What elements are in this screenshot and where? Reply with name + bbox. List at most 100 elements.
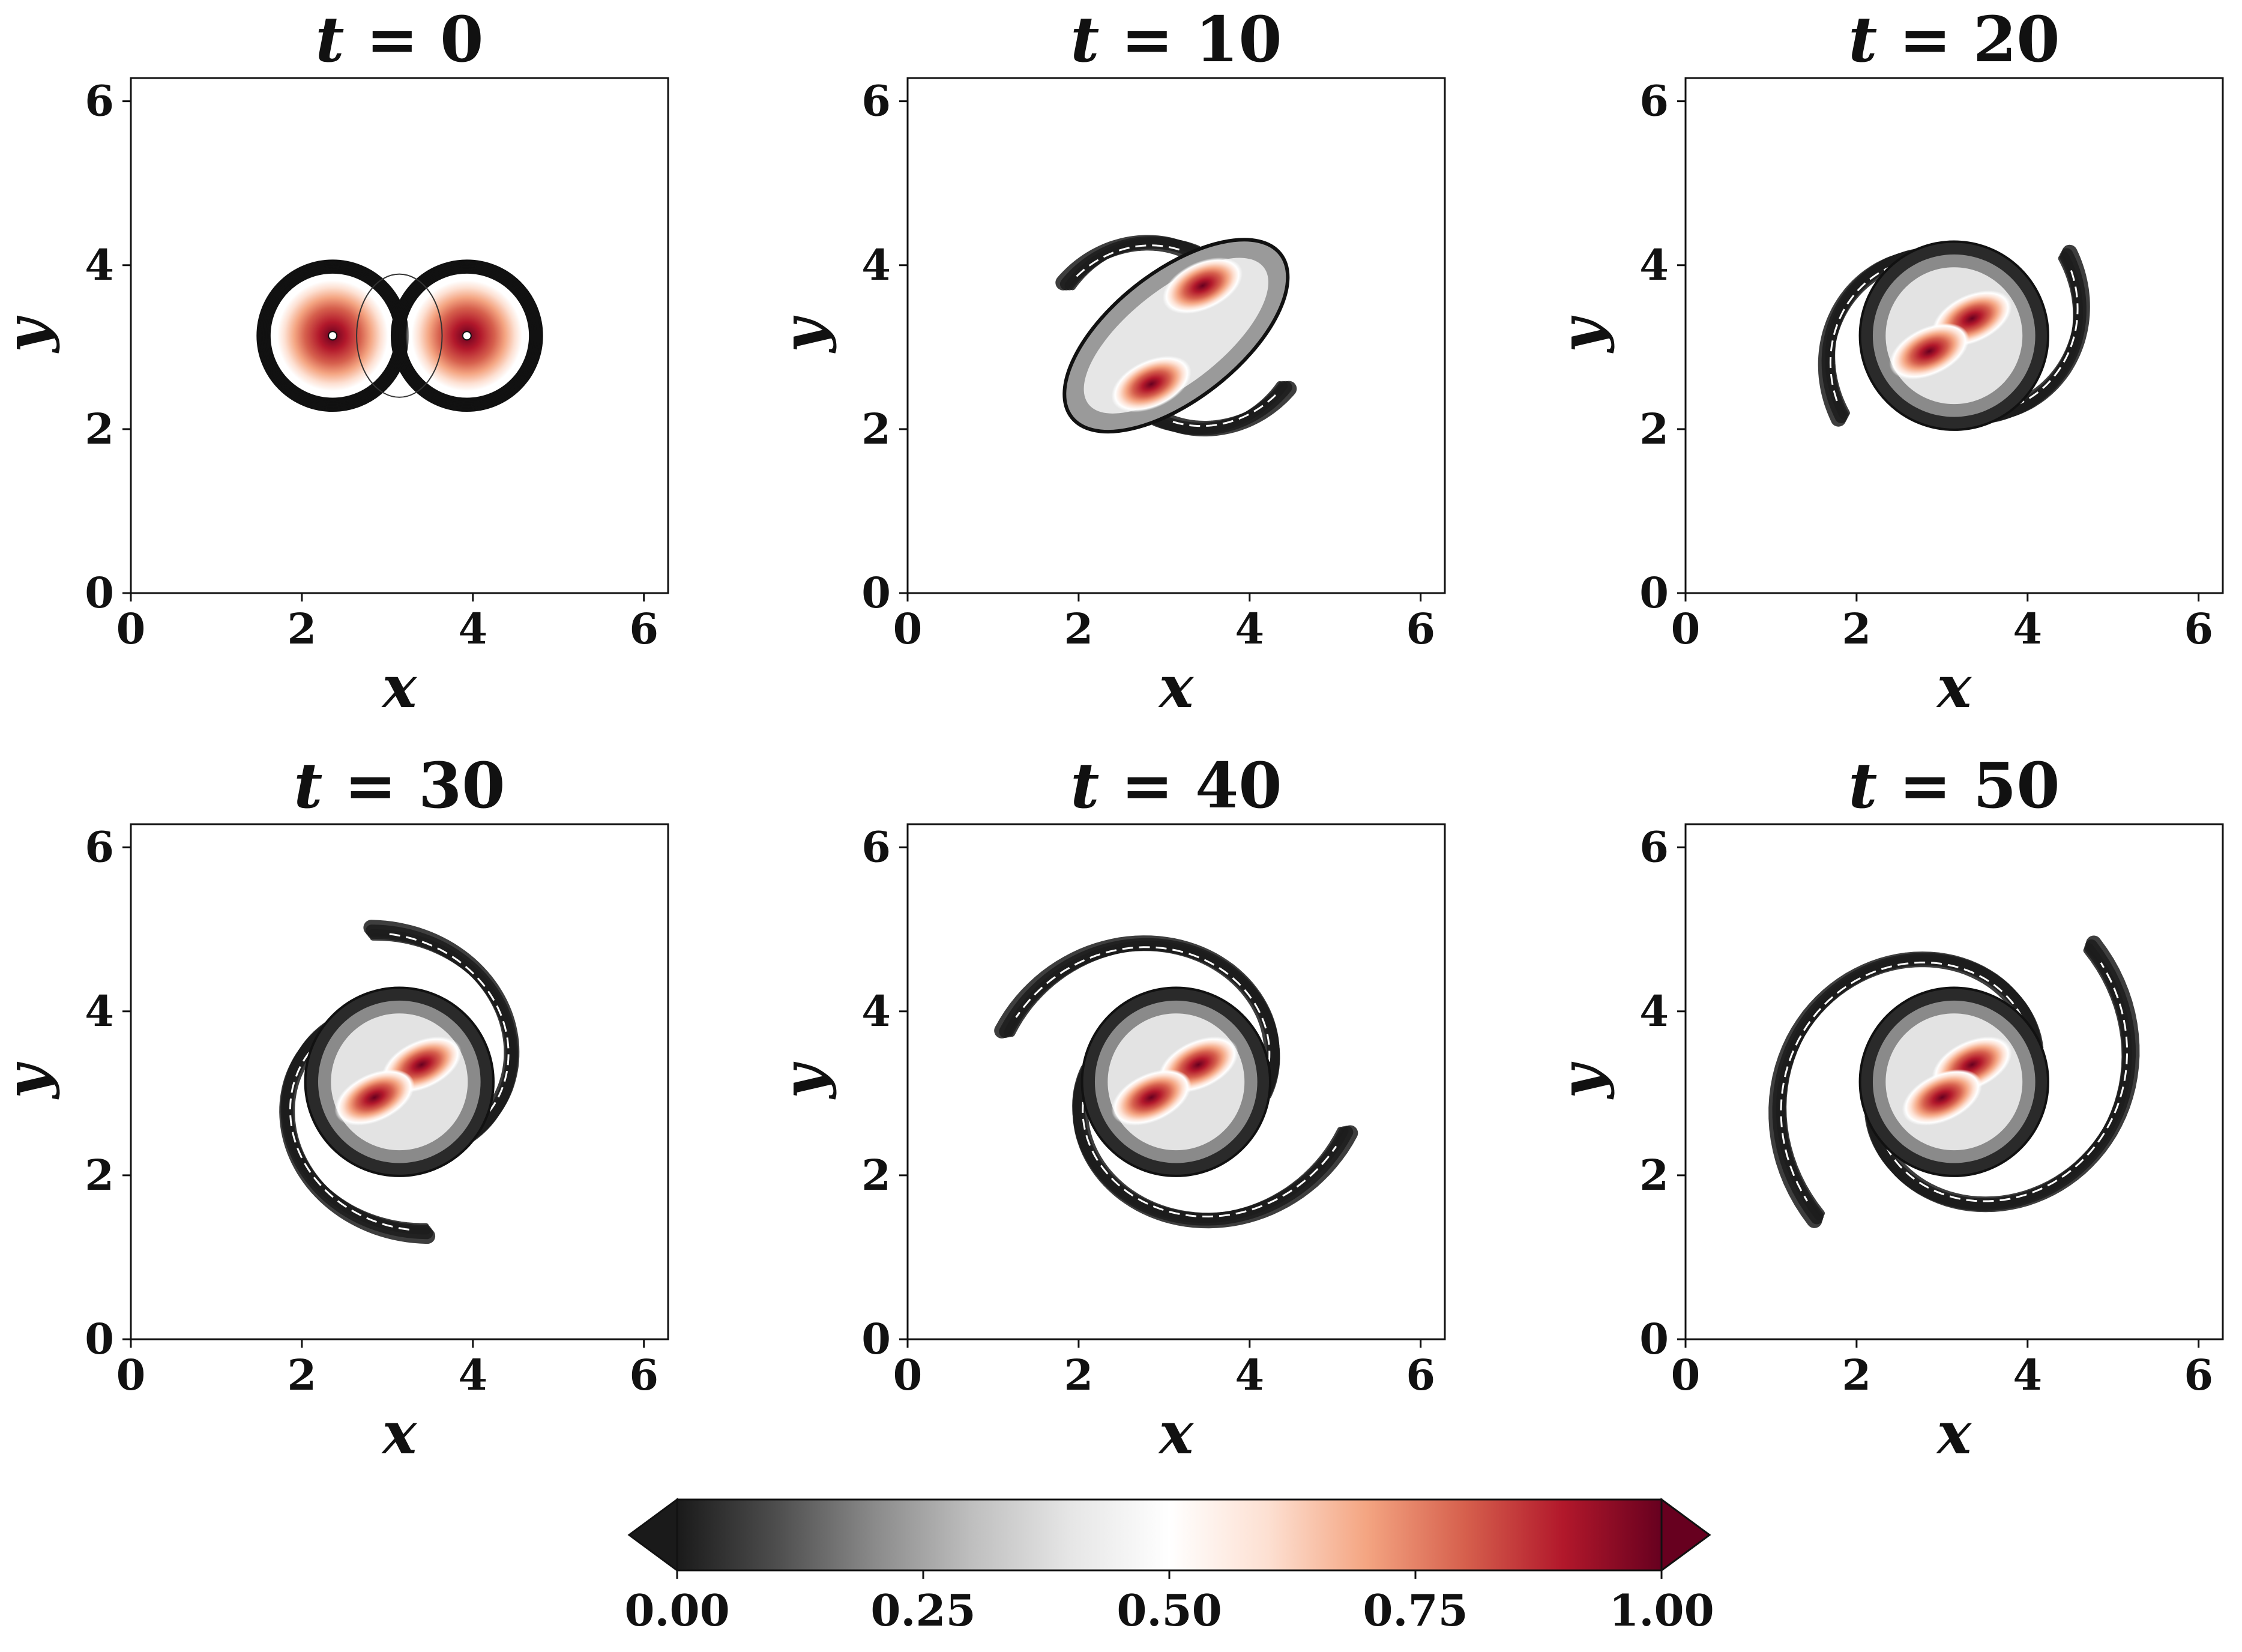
x-axis-label: x: [1936, 1399, 1972, 1467]
spiral-arm-highlight: [1172, 394, 1277, 427]
contour-line: [356, 273, 443, 398]
spiral-arm-highlight: [1076, 244, 1180, 277]
axes-frame: [1684, 77, 2224, 594]
contour-line: [403, 271, 531, 400]
x-tick-label: 0: [893, 1350, 923, 1400]
y-tick-label: 2: [85, 1150, 114, 1200]
x-axis-label: x: [1936, 653, 1972, 721]
y-tick-label: 6: [1639, 76, 1669, 126]
y-tick-label: 4: [1639, 240, 1669, 290]
plot-area: [131, 824, 668, 1339]
spiral-arm: [369, 933, 516, 1144]
plot-area: [908, 824, 1445, 1339]
colorbar-bar: [676, 1498, 1663, 1572]
y-tick-label: 2: [1639, 1150, 1669, 1200]
colorbar-tick-label: 1.00: [1609, 1585, 1714, 1636]
axes-frame: [130, 77, 669, 594]
panel-title: t = 20: [1848, 2, 2060, 76]
y-tick-label: 4: [1639, 986, 1669, 1036]
x-axis-label: x: [381, 1399, 418, 1467]
y-tick-label: 6: [1639, 822, 1669, 872]
x-tick-label: 2: [1064, 604, 1094, 654]
vortex-core: [1111, 1069, 1192, 1126]
contour-line: [395, 264, 538, 408]
panel-4: 0 2 4 6 0 2 4 6 x y t = 40: [770, 749, 1446, 1467]
contour-line: [397, 265, 537, 406]
spiral-arm: [1072, 1064, 1344, 1220]
axes-frame: [906, 823, 1446, 1340]
plot-area: [1686, 78, 2223, 593]
panel-title: t = 50: [1848, 749, 2060, 822]
panel-3: 0 2 4 6 0 2 4 6 x y t = 30: [0, 749, 669, 1467]
y-tick-label: 4: [85, 240, 114, 290]
vortex-core: [1889, 323, 1969, 380]
panel-title: t = 30: [294, 749, 505, 822]
spiral-arm: [1979, 255, 2080, 424]
panel-0: 0 2 4 6 0 2 4 6 x y t = 0: [0, 2, 669, 721]
colorbar-tick-label: 0.00: [624, 1585, 729, 1636]
axes-frame: [130, 823, 669, 1340]
x-tick-label: 0: [1671, 604, 1701, 654]
y-tick-label: 0: [861, 568, 891, 618]
x-tick-label: 4: [2013, 604, 2042, 654]
x-tick-label: 2: [1842, 1350, 1872, 1400]
y-tick-label: 0: [85, 568, 114, 618]
panel-title: t = 10: [1070, 2, 1282, 76]
y-axis-label: y: [0, 315, 61, 354]
spiral-arm: [1008, 943, 1280, 1099]
y-tick-label: 2: [861, 404, 891, 454]
axes-frame: [906, 77, 1446, 594]
spiral-arm-highlight: [1878, 962, 2129, 1202]
x-tick-label: 6: [629, 1350, 658, 1400]
spiral-arm-highlight: [1829, 259, 1911, 404]
panel-1: 0 2 4 6 0 2 4 6 x y t = 10: [770, 2, 1446, 721]
contour-line: [392, 261, 542, 411]
y-axis-label: y: [1547, 315, 1615, 354]
y-tick-label: 6: [861, 822, 891, 872]
x-axis-label: x: [381, 653, 418, 721]
x-tick-label: 6: [1406, 1350, 1435, 1400]
x-tick-label: 0: [116, 1350, 146, 1400]
vortex-core: [1162, 257, 1243, 314]
contour-line: [400, 268, 534, 403]
x-tick-label: 4: [1235, 1350, 1264, 1400]
y-tick-label: 2: [861, 1150, 891, 1200]
contour-line: [394, 262, 540, 409]
x-tick-label: 2: [1064, 1350, 1094, 1400]
spiral-arm-highlight: [1015, 946, 1271, 1079]
spiral-arm-highlight: [1082, 1085, 1337, 1218]
vortex-core: [1902, 1069, 1983, 1126]
plot-area: [131, 78, 668, 593]
vortex-center-marker: [462, 331, 472, 341]
x-tick-label: 4: [1235, 604, 1264, 654]
spiral-arm-highlight: [388, 933, 510, 1124]
y-axis-label: y: [0, 1061, 61, 1100]
y-tick-label: 2: [85, 404, 114, 454]
panel-2: 0 2 4 6 0 2 4 6 x y t = 20: [1547, 2, 2224, 721]
panel-5: 0 2 4 6 0 2 4 6 x y t = 50: [1547, 749, 2224, 1467]
plot-area: [1686, 824, 2223, 1339]
spiral-arm-highlight: [289, 1039, 411, 1231]
colorbar-extend-max: [1660, 1498, 1711, 1572]
x-tick-label: 4: [458, 1350, 487, 1400]
spiral-arm: [1780, 955, 2044, 1217]
x-tick-label: 0: [116, 604, 146, 654]
y-tick-label: 4: [861, 986, 891, 1036]
colorbar-tick-label: 0.50: [1116, 1585, 1222, 1636]
contour-line: [390, 259, 543, 412]
x-tick-label: 4: [458, 604, 487, 654]
x-tick-label: 2: [288, 1350, 317, 1400]
x-tick-label: 2: [288, 604, 317, 654]
x-tick-label: 2: [1842, 604, 1872, 654]
y-tick-label: 4: [861, 240, 891, 290]
x-tick-label: 6: [2184, 604, 2213, 654]
vortex-core: [1111, 355, 1192, 412]
y-axis-label: y: [770, 1061, 837, 1100]
y-tick-label: 6: [861, 76, 891, 126]
y-tick-label: 6: [85, 822, 114, 872]
spiral-arm: [283, 1020, 429, 1230]
y-axis-label: y: [770, 315, 837, 354]
x-tick-label: 6: [2184, 1350, 2213, 1400]
x-axis-label: x: [1158, 1399, 1195, 1467]
